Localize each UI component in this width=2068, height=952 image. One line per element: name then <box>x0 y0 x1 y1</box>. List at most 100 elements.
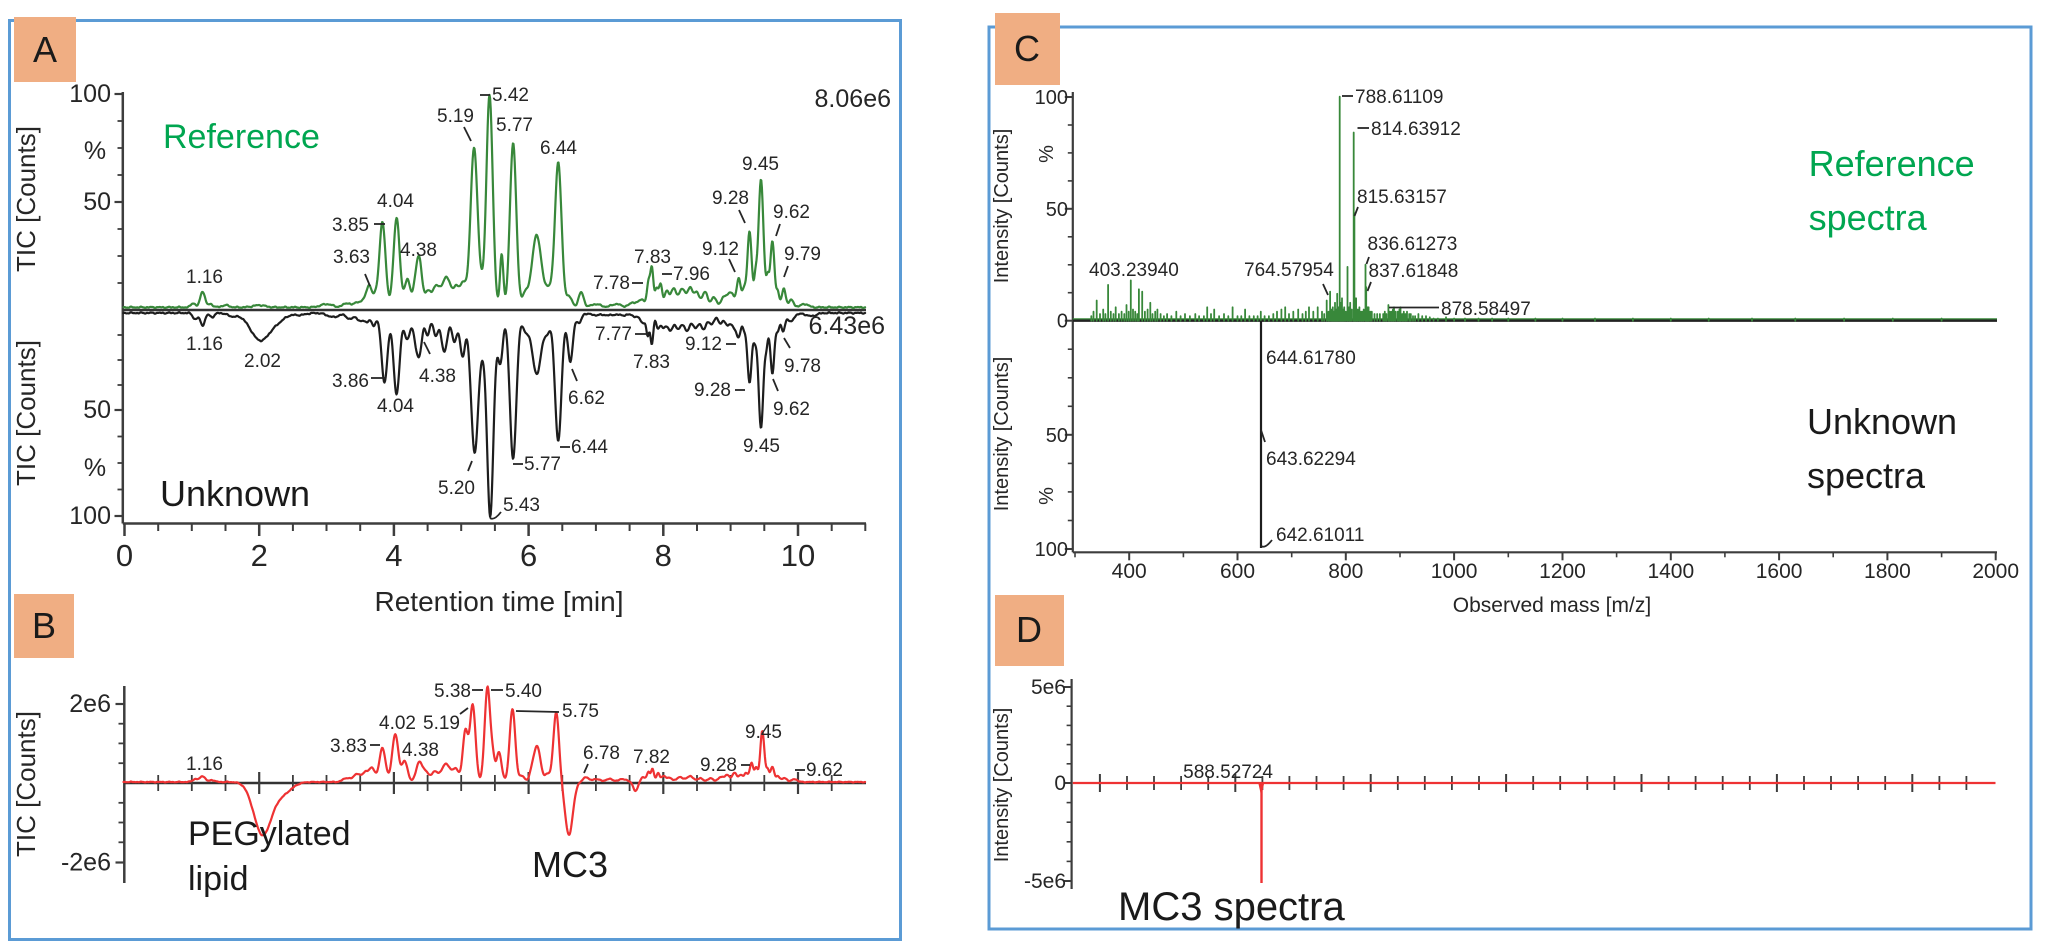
svg-text:3.63: 3.63 <box>333 247 370 268</box>
svg-text:6.62: 6.62 <box>568 388 605 409</box>
svg-text:9.45: 9.45 <box>745 722 782 743</box>
svg-text:A: A <box>33 29 57 70</box>
svg-text:878.58497: 878.58497 <box>1441 299 1531 320</box>
svg-text:5.75: 5.75 <box>562 701 599 722</box>
svg-text:4.38: 4.38 <box>400 240 437 261</box>
svg-text:-2e6: -2e6 <box>61 849 111 877</box>
svg-text:9.45: 9.45 <box>742 154 779 175</box>
svg-text:-5e6: -5e6 <box>1024 870 1066 893</box>
svg-text:100: 100 <box>1035 87 1068 109</box>
svg-text:9.28: 9.28 <box>712 188 749 209</box>
svg-text:Reference: Reference <box>163 118 320 156</box>
svg-text:1400: 1400 <box>1647 560 1694 583</box>
svg-text:5.20: 5.20 <box>438 478 475 499</box>
svg-text:1.16: 1.16 <box>186 267 223 288</box>
svg-text:PEGylated: PEGylated <box>188 815 351 853</box>
svg-text:4.02: 4.02 <box>379 713 416 734</box>
svg-text:Intensity [Counts]: Intensity [Counts] <box>991 708 1013 863</box>
svg-text:1000: 1000 <box>1431 560 1478 583</box>
svg-text:600: 600 <box>1220 560 1255 583</box>
svg-text:0: 0 <box>1057 311 1068 333</box>
svg-text:50: 50 <box>1046 425 1068 447</box>
svg-text:814.63912: 814.63912 <box>1371 119 1461 140</box>
svg-text:5.19: 5.19 <box>423 713 460 734</box>
svg-text:50: 50 <box>1046 199 1068 221</box>
svg-text:4.04: 4.04 <box>377 191 414 212</box>
svg-text:800: 800 <box>1328 560 1363 583</box>
svg-text:9.12: 9.12 <box>702 239 739 260</box>
svg-text:50: 50 <box>83 396 111 424</box>
svg-text:4.38: 4.38 <box>419 366 456 387</box>
svg-text:9.12: 9.12 <box>685 334 722 355</box>
svg-text:5.19: 5.19 <box>437 106 474 127</box>
svg-text:9.45: 9.45 <box>743 436 780 457</box>
svg-text:Intensity [Counts]: Intensity [Counts] <box>991 129 1013 284</box>
svg-text:837.61848: 837.61848 <box>1369 261 1459 282</box>
svg-text:6.44: 6.44 <box>540 138 577 159</box>
svg-text:50: 50 <box>83 188 111 216</box>
svg-text:100: 100 <box>69 80 111 108</box>
svg-text:1200: 1200 <box>1539 560 1586 583</box>
svg-text:5.43: 5.43 <box>503 495 540 516</box>
svg-text:TIC [Counts]: TIC [Counts] <box>11 126 41 272</box>
svg-text:7.83: 7.83 <box>633 352 670 373</box>
svg-text:9.28: 9.28 <box>700 755 737 776</box>
svg-text:3.85: 3.85 <box>332 215 369 236</box>
svg-text:3.86: 3.86 <box>332 371 369 392</box>
svg-text:4.38: 4.38 <box>402 740 439 761</box>
svg-text:D: D <box>1016 609 1042 650</box>
svg-text:10: 10 <box>781 538 815 573</box>
svg-text:7.77: 7.77 <box>595 324 632 345</box>
svg-text:Retention time [min]: Retention time [min] <box>375 586 624 617</box>
svg-text:764.57954: 764.57954 <box>1244 260 1334 281</box>
svg-text:Unknown: Unknown <box>1807 401 1957 442</box>
svg-text:836.61273: 836.61273 <box>1368 234 1458 255</box>
svg-text:spectra: spectra <box>1807 455 1926 496</box>
svg-text:1.16: 1.16 <box>186 334 223 355</box>
svg-text:642.61011: 642.61011 <box>1276 525 1364 546</box>
svg-text:%: % <box>1036 145 1058 163</box>
svg-text:6: 6 <box>520 538 537 573</box>
svg-text:Intensity [Counts]: Intensity [Counts] <box>991 357 1013 512</box>
svg-text:7.96: 7.96 <box>673 264 710 285</box>
svg-text:100: 100 <box>69 502 111 530</box>
svg-text:9.62: 9.62 <box>806 760 843 781</box>
svg-text:2.02: 2.02 <box>244 351 281 372</box>
svg-text:644.61780: 644.61780 <box>1266 348 1356 369</box>
svg-text:1600: 1600 <box>1756 560 1803 583</box>
svg-text:5.77: 5.77 <box>524 454 561 475</box>
svg-text:B: B <box>32 605 56 646</box>
svg-text:Observed mass [m/z]: Observed mass [m/z] <box>1453 594 1651 617</box>
svg-text:9.62: 9.62 <box>773 399 810 420</box>
svg-text:6.78: 6.78 <box>583 743 620 764</box>
svg-text:lipid: lipid <box>188 860 248 898</box>
svg-text:1800: 1800 <box>1864 560 1911 583</box>
svg-text:9.28: 9.28 <box>694 380 731 401</box>
svg-text:400: 400 <box>1112 560 1147 583</box>
svg-text:2000: 2000 <box>1972 560 2019 583</box>
svg-text:%: % <box>1036 487 1058 505</box>
svg-text:0: 0 <box>116 538 133 573</box>
svg-text:4.04: 4.04 <box>377 396 414 417</box>
svg-text:Reference: Reference <box>1809 143 1975 184</box>
svg-text:9.62: 9.62 <box>773 202 810 223</box>
svg-text:5.77: 5.77 <box>496 115 533 136</box>
svg-text:3.83: 3.83 <box>330 736 367 757</box>
svg-text:100: 100 <box>1035 539 1068 561</box>
svg-text:8.06e6: 8.06e6 <box>815 85 891 113</box>
svg-text:MC3 spectra: MC3 spectra <box>1118 885 1345 929</box>
svg-text:5.38: 5.38 <box>434 681 471 702</box>
svg-text:5e6: 5e6 <box>1031 676 1066 699</box>
svg-text:6.44: 6.44 <box>571 437 608 458</box>
svg-text:6.43e6: 6.43e6 <box>809 312 885 340</box>
svg-text:TIC [Counts]: TIC [Counts] <box>11 711 41 857</box>
svg-text:spectra: spectra <box>1809 197 1928 238</box>
svg-text:7.82: 7.82 <box>633 747 670 768</box>
svg-text:403.23940: 403.23940 <box>1089 260 1179 281</box>
svg-text:2e6: 2e6 <box>69 690 111 718</box>
svg-text:%: % <box>84 454 106 482</box>
svg-text:7.83: 7.83 <box>634 247 671 268</box>
svg-text:C: C <box>1014 28 1040 69</box>
svg-text:5.42: 5.42 <box>492 85 529 106</box>
svg-text:643.62294: 643.62294 <box>1266 449 1356 470</box>
